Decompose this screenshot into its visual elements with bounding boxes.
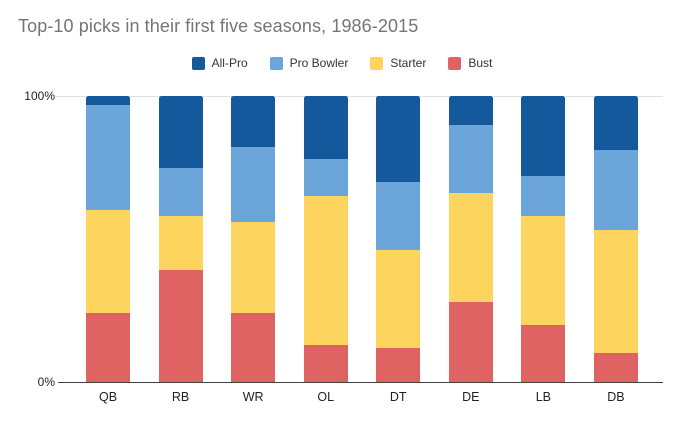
legend-label-starter: Starter [390,56,427,70]
bar-segment-pro-bowler-dt [376,181,421,251]
legend-swatch-bust [448,56,462,70]
bar-segment-pro-bowler-wr [231,147,276,222]
bar-segment-bust-rb [158,270,203,382]
bar-wr [231,96,276,382]
bar-segment-pro-bowler-qb [86,104,130,211]
bars [58,96,663,382]
x-axis-label-dt: DT [389,390,407,404]
bar-segment-all-pro-rb [158,96,203,168]
bar-segment-bust-de [448,301,493,382]
bar-segment-bust-wr [231,313,276,382]
chart-title: Top-10 picks in their first five seasons… [18,16,419,36]
legend: All-Pro Pro Bowler Starter Bust [0,56,684,70]
legend-item-pro-bowler: Pro Bowler [269,56,349,70]
bar-segment-all-pro-ol [303,96,348,159]
bar-segment-all-pro-qb [86,96,130,105]
legend-swatch-starter [370,56,384,70]
legend-swatch-all-pro [191,56,205,70]
bar-segment-all-pro-db [593,96,638,151]
x-axis-label-lb: LB [535,390,552,404]
x-axis-labels: QB RB WR OL DT DE LB DB [58,390,663,404]
bar-segment-starter-qb [86,210,130,314]
bar-segment-all-pro-wr [231,96,276,148]
legend-label-pro-bowler: Pro Bowler [289,56,349,70]
x-axis-label-wr: WR [242,390,264,404]
x-axis-line [58,382,663,383]
plot-area [56,96,663,383]
bar-segment-all-pro-de [448,96,493,125]
bar-segment-bust-dt [376,347,421,382]
bar-db [593,96,638,382]
legend-item-starter: Starter [370,56,426,70]
legend-item-bust: Bust [448,56,492,70]
bar-segment-pro-bowler-de [448,124,493,194]
bar-segment-starter-de [448,193,493,302]
bar-segment-all-pro-lb [521,96,566,177]
bar-segment-bust-ol [303,344,348,382]
bar-segment-starter-db [593,230,638,354]
bar-ol [303,96,348,382]
y-axis-tick-100: 100% [24,89,55,103]
bar-segment-pro-bowler-lb [521,176,566,217]
bar-qb [86,96,130,382]
x-axis-label-db: DB [607,390,625,404]
bar-rb [158,96,203,382]
legend-item-all-pro: All-Pro [191,56,248,70]
bar-segment-starter-dt [376,250,421,348]
bar-segment-bust-lb [521,324,566,382]
x-axis-label-de: DE [462,390,480,404]
bar-segment-bust-db [593,353,638,382]
bar-segment-starter-wr [231,221,276,314]
bar-segment-starter-rb [158,216,203,271]
bar-segment-pro-bowler-rb [158,167,203,217]
bar-segment-pro-bowler-db [593,150,638,231]
legend-label-all-pro: All-Pro [211,56,248,70]
gridline-100-percent [56,96,663,97]
bar-segment-starter-ol [303,196,348,345]
x-axis-label-rb: RB [171,390,190,404]
y-axis-tick-0: 0% [37,375,55,389]
bar-lb [521,96,566,382]
x-axis-label-qb: QB [98,390,118,404]
bar-de [448,96,493,382]
bar-segment-pro-bowler-ol [303,158,348,197]
bar-segment-bust-qb [86,313,130,382]
bar-dt [376,96,421,382]
legend-label-bust: Bust [468,56,493,70]
bar-segment-starter-lb [521,216,566,325]
legend-swatch-pro-bowler [269,56,283,70]
x-axis-label-ol: OL [317,390,335,404]
bar-segment-all-pro-dt [376,96,421,182]
